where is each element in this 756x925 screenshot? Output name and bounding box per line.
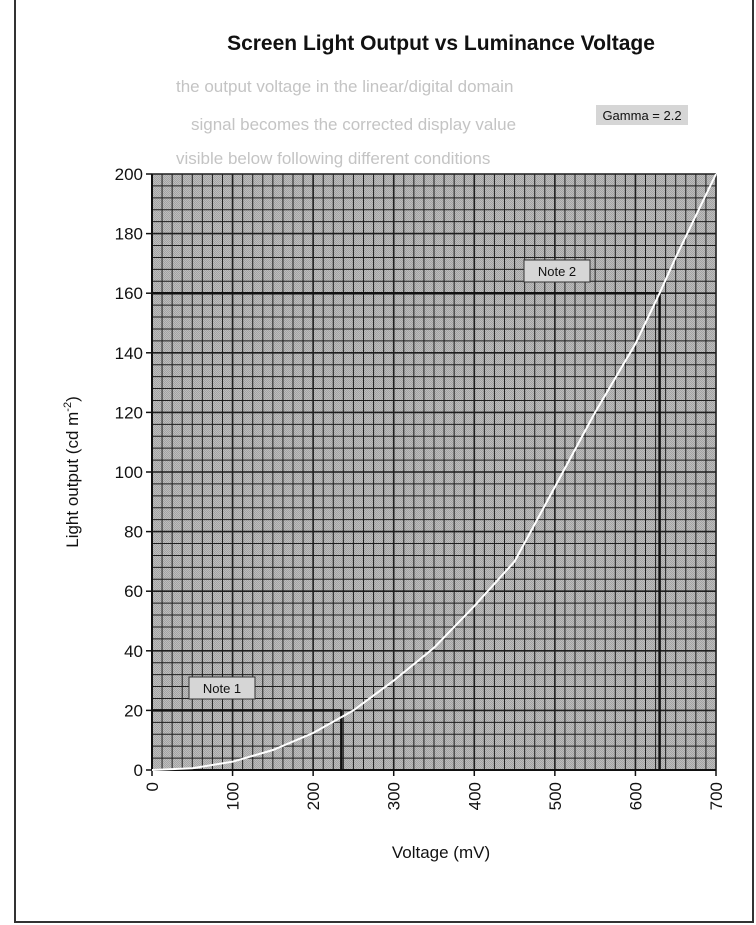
x-tick-labels: 0 100 200 300 400 500 600 700 [143, 782, 726, 810]
y-tick-labels: 0 20 40 60 80 100 120 140 160 180 200 [115, 165, 143, 780]
x-axis-label: Voltage (mV) [392, 843, 490, 862]
y-tick-label: 120 [115, 403, 143, 422]
ghost-text-line: signal becomes the corrected display val… [191, 115, 516, 134]
note-2-box [523, 259, 591, 283]
y-axis-label-main: Light output (cd m [63, 412, 82, 548]
y-axis-label-close: ) [63, 396, 82, 402]
gamma-annotation: Gamma = 2.2 [596, 105, 688, 125]
y-axis-label: Light output (cd m-2) [62, 396, 82, 548]
y-tick-label: 160 [115, 284, 143, 303]
x-tick-label: 100 [224, 782, 243, 810]
ghost-text-line: the output voltage in the linear/digital… [176, 77, 513, 96]
note-1-box [188, 676, 256, 700]
note-2-label: Note 2 [538, 264, 576, 279]
y-tick-label: 180 [115, 225, 143, 244]
note-2-annotation: Note 2 [523, 259, 591, 283]
y-axis-label-superscript: -2 [62, 402, 74, 412]
x-tick-label: 400 [465, 782, 484, 810]
y-tick-label: 0 [134, 761, 143, 780]
chart-svg: the output voltage in the linear/digital… [62, 32, 726, 862]
axes [146, 173, 717, 776]
x-tick-label: 700 [707, 782, 726, 810]
y-tick-label: 140 [115, 344, 143, 363]
y-tick-label: 200 [115, 165, 143, 184]
x-tick-label: 200 [304, 782, 323, 810]
chart-frame: the output voltage in the linear/digital… [14, 0, 754, 923]
y-tick-label: 80 [124, 523, 143, 542]
note-reference-lines [152, 291, 661, 770]
y-tick-label: 60 [124, 582, 143, 601]
x-tick-label: 0 [143, 782, 162, 791]
x-tick-label: 500 [546, 782, 565, 810]
y-tick-label: 20 [124, 701, 143, 720]
x-tick-label: 600 [626, 782, 645, 810]
series-line-light-output [151, 173, 717, 771]
y-tick-label: 100 [115, 463, 143, 482]
note-1-annotation: Note 1 [188, 676, 256, 700]
ghost-text-layer: the output voltage in the linear/digital… [176, 77, 516, 168]
y-tick-label: 40 [124, 642, 143, 661]
gamma-box [596, 105, 688, 125]
ghost-text-line: visible below following different condit… [176, 149, 490, 168]
chart-title: Screen Light Output vs Luminance Voltage [227, 32, 655, 55]
gamma-label: Gamma = 2.2 [602, 108, 681, 123]
x-tick-label: 300 [385, 782, 404, 810]
note-1-label: Note 1 [203, 681, 241, 696]
